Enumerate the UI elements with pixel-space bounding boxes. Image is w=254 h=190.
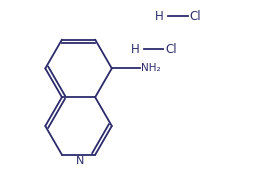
Text: H: H xyxy=(155,10,164,23)
Text: Cl: Cl xyxy=(190,10,201,23)
Text: N: N xyxy=(76,156,85,166)
Text: Cl: Cl xyxy=(165,43,177,56)
Text: NH₂: NH₂ xyxy=(141,63,161,73)
Text: H: H xyxy=(131,43,139,56)
